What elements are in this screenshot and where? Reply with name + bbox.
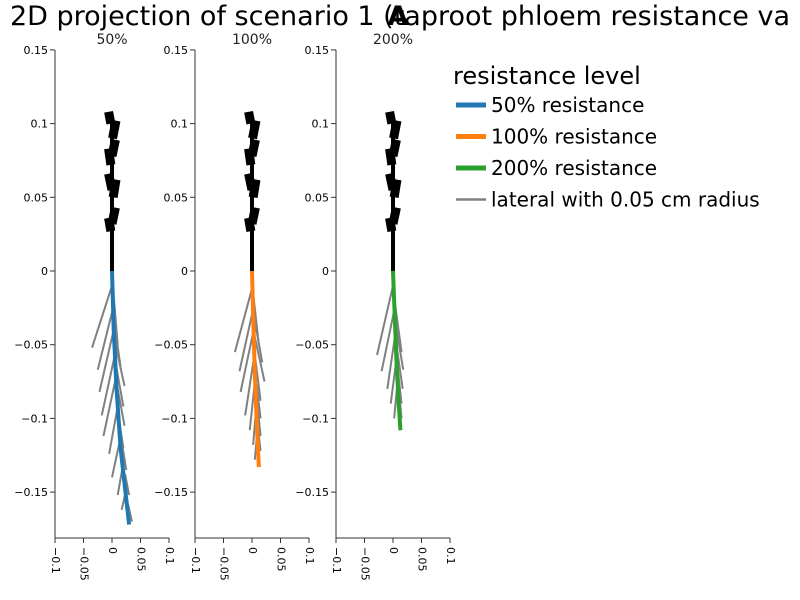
shoot-leaf [385, 110, 397, 125]
y-tick-label: 0.05 [164, 191, 189, 204]
taproot-line [110, 270, 132, 525]
shoot-leaf [108, 178, 121, 199]
panel-1: 50% 0.15 0.1 0.05 0 −0.05 −0.1 −0.15 −0.1 −0.05 0 0… [14, 32, 176, 581]
shoot-leaf [108, 119, 121, 140]
x-tick-label: −0.05 [218, 547, 231, 581]
y-tick-label: 0.05 [24, 191, 49, 204]
lateral-root [96, 307, 115, 370]
legend-label: lateral with 0.05 cm radius [491, 188, 760, 212]
y-tick-label: −0.15 [14, 486, 48, 499]
y-tick-label: 0.15 [305, 44, 330, 57]
panel-title: 200% [373, 32, 413, 48]
lateral-root [91, 285, 113, 348]
x-tick-label: 0.05 [275, 547, 288, 572]
lateral-root [239, 329, 255, 393]
lateral-root [238, 309, 255, 372]
taproot-line [391, 270, 403, 431]
y-tick-label: −0.1 [21, 412, 48, 425]
chart-title-mark: A [388, 1, 409, 32]
y-tick-label: 0 [181, 265, 188, 278]
taproot-line [250, 270, 261, 468]
lateral-root [121, 444, 128, 471]
y-tick-label: −0.05 [14, 339, 48, 352]
legend-label: 200% resistance [491, 156, 657, 180]
chart-title: 2D projection of scenario 1 (taproot phl… [10, 1, 790, 32]
lateral-root [380, 310, 396, 372]
x-tick-label: −0.05 [78, 547, 91, 581]
y-tick-label: −0.15 [295, 486, 329, 499]
panel-title: 100% [232, 32, 272, 48]
x-tick-label: −0.1 [189, 547, 202, 574]
shoot-leaf [385, 217, 397, 232]
x-tick-label: 0 [246, 547, 259, 554]
lateral-root [100, 354, 116, 416]
y-tick-label: 0.1 [171, 118, 189, 131]
panel-2: 100% 0.15 0.1 0.05 0 −0.05 −0.1 −0.15 −0.1 −0.05 0… [154, 32, 316, 581]
y-tick-label: 0.1 [31, 118, 49, 131]
shoot-leaf [248, 119, 261, 140]
panel-title: 50% [96, 32, 127, 48]
y-tick-label: −0.05 [295, 339, 329, 352]
x-tick-label: −0.05 [359, 547, 372, 581]
shoot-leaf [389, 178, 402, 199]
y-tick-label: 0 [322, 265, 329, 278]
shoot-leaf [248, 178, 261, 199]
legend-title: resistance level [453, 62, 641, 90]
shoot-leaf [244, 217, 256, 232]
shoot-leaf [244, 110, 256, 125]
x-tick-label: 0.05 [416, 547, 429, 572]
y-tick-label: −0.1 [161, 412, 188, 425]
panels: 50% 0.15 0.1 0.05 0 −0.05 −0.1 −0.15 −0.1 −0.05 0 0… [14, 32, 457, 581]
legend: resistance level 50% resistance 100% resis… [453, 62, 760, 212]
x-tick-label: 0 [106, 547, 119, 554]
x-tick-label: 0 [387, 547, 400, 554]
panel-3: 200% 0.15 0.1 0.05 0 −0.05 −0.1 −0.15 −0.1 −0.05 0… [295, 32, 457, 581]
x-tick-label: −0.1 [49, 547, 62, 574]
y-tick-label: −0.1 [302, 412, 329, 425]
shoot-leaf [244, 148, 256, 166]
shoot-leaf [389, 119, 402, 140]
y-tick-label: 0.15 [24, 44, 49, 57]
legend-label: 50% resistance [491, 93, 644, 117]
lateral-root [253, 337, 266, 382]
lateral-root [376, 285, 394, 356]
shoot-leaf [104, 217, 116, 232]
legend-item: 200% resistance [456, 156, 657, 180]
lateral-root [102, 376, 117, 437]
legend-item: 50% resistance [456, 93, 644, 117]
y-tick-label: −0.05 [154, 339, 188, 352]
shoot-leaf [104, 148, 116, 166]
legend-item: 100% resistance [456, 125, 657, 149]
x-tick-label: 0.1 [444, 547, 457, 565]
chart-title-text: 2D projection of scenario 1 (taproot phl… [10, 1, 790, 32]
y-tick-label: −0.15 [154, 486, 188, 499]
legend-item: lateral with 0.05 cm radius [456, 188, 760, 212]
y-tick-label: 0.15 [164, 44, 189, 57]
legend-label: 100% resistance [491, 125, 657, 149]
x-tick-label: −0.1 [330, 547, 343, 574]
x-tick-label: 0.1 [163, 547, 176, 565]
y-tick-label: 0.05 [305, 191, 330, 204]
lateral-root [233, 288, 253, 353]
y-tick-label: 0 [41, 265, 48, 278]
y-tick-label: 0.1 [312, 118, 330, 131]
x-tick-label: 0.1 [303, 547, 316, 565]
x-tick-label: 0.05 [135, 547, 148, 572]
shoot-leaf [385, 148, 397, 166]
lateral-root [108, 406, 119, 454]
shoot-leaf [104, 110, 116, 125]
lateral-root [98, 329, 115, 393]
